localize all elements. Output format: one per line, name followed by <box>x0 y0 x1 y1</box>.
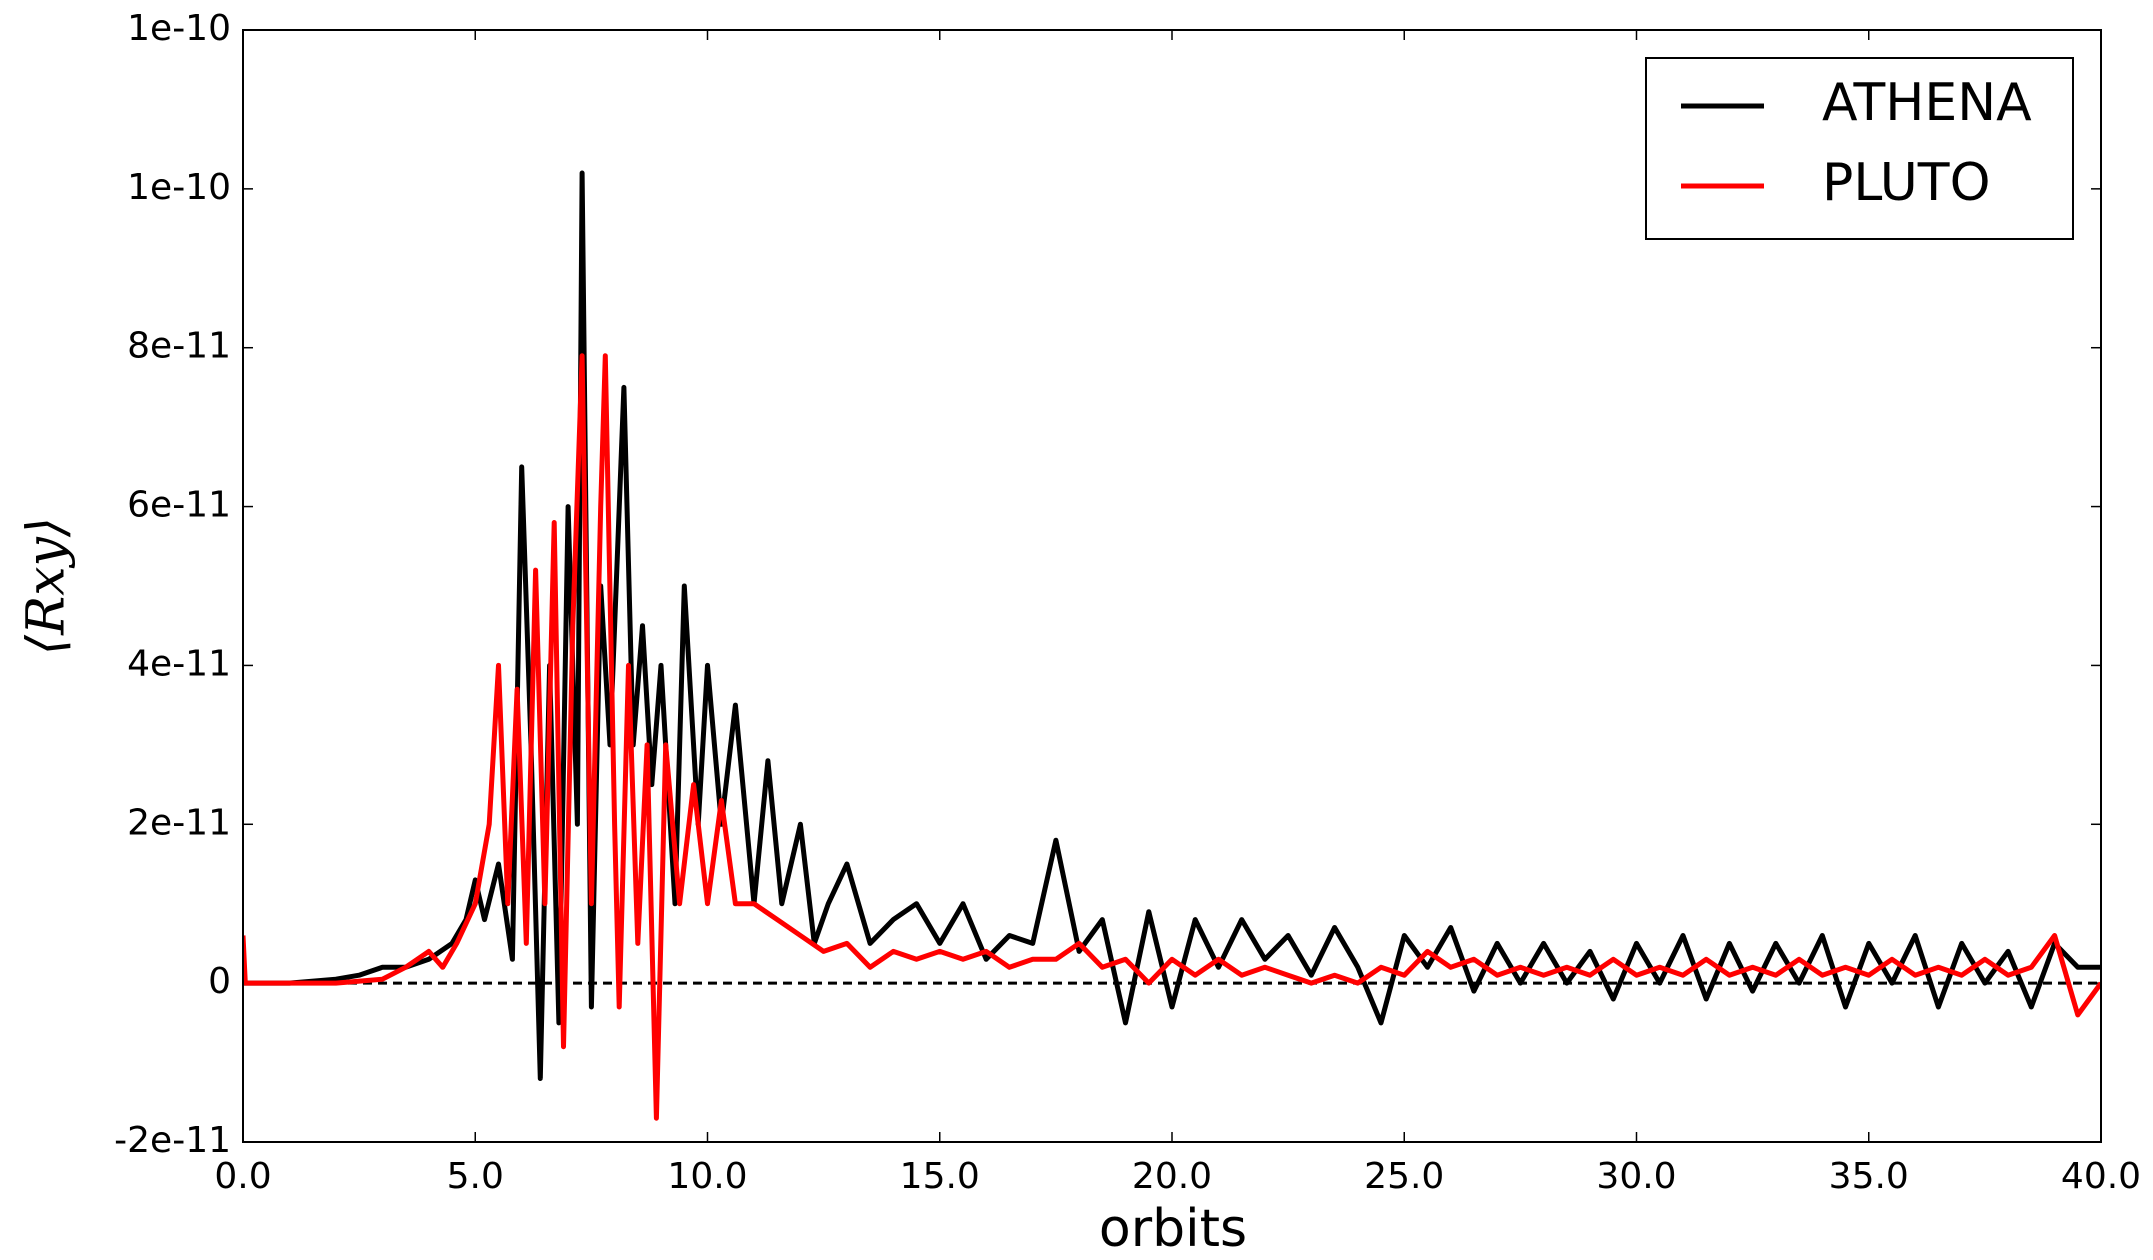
x-tick-label: 40.0 <box>2061 1156 2141 1197</box>
y-tick-label: 2e-11 <box>127 802 231 843</box>
y-tick-label: 0 <box>208 961 231 1002</box>
x-axis-label: orbits <box>1099 1199 1247 1256</box>
x-tick-label: 25.0 <box>1364 1156 1444 1197</box>
series-line <box>243 353 2101 1121</box>
x-tick-label: 0.0 <box>214 1156 271 1197</box>
y-tick-label: 8e-11 <box>127 326 231 367</box>
x-tick-label: 15.0 <box>900 1156 980 1197</box>
y-tick-label: 1e-10 <box>127 8 231 49</box>
y-tick-label: 1e-10 <box>127 167 231 208</box>
x-tick-label: 35.0 <box>1829 1156 1909 1197</box>
x-tick-label: 10.0 <box>667 1156 747 1197</box>
legend-label: ATHENA <box>1822 73 2032 133</box>
x-tick-label: 30.0 <box>1596 1156 1676 1197</box>
series-line <box>243 170 2101 1081</box>
legend-box <box>1645 57 2074 240</box>
y-tick-label: 6e-11 <box>127 485 231 526</box>
x-tick-label: 5.0 <box>447 1156 504 1197</box>
x-tick-label: 20.0 <box>1132 1156 1212 1197</box>
y-tick-label: 4e-11 <box>127 643 231 684</box>
plot-frame <box>242 29 2102 1143</box>
legend-label: PLUTO <box>1822 153 1991 213</box>
y-tick-label: -2e-11 <box>114 1120 231 1161</box>
y-axis-label: ⟨Rxy⟩ <box>17 517 77 655</box>
